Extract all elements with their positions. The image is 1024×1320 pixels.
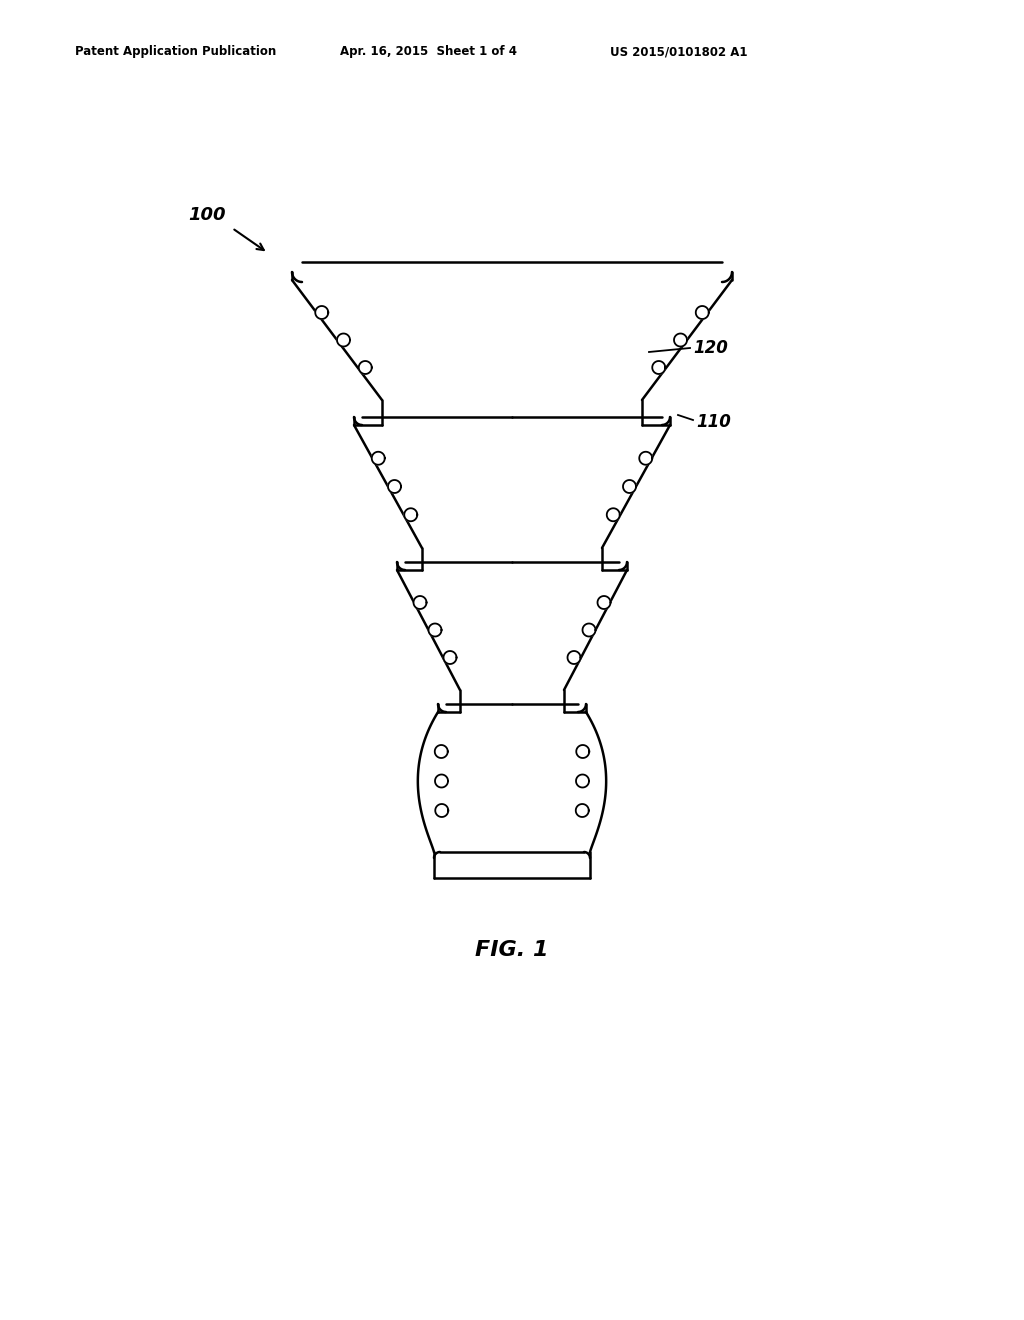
Text: FIG. 1: FIG. 1 [475, 940, 549, 960]
Polygon shape [607, 508, 620, 521]
Text: Patent Application Publication: Patent Application Publication [75, 45, 276, 58]
Polygon shape [358, 360, 372, 374]
Polygon shape [695, 306, 709, 319]
Text: 120: 120 [693, 339, 728, 356]
Polygon shape [315, 306, 329, 319]
Polygon shape [443, 651, 457, 664]
Text: US 2015/0101802 A1: US 2015/0101802 A1 [610, 45, 748, 58]
Polygon shape [577, 775, 589, 788]
Polygon shape [435, 804, 449, 817]
Polygon shape [388, 480, 401, 492]
Polygon shape [652, 360, 666, 374]
Polygon shape [435, 775, 449, 788]
Polygon shape [567, 651, 581, 664]
Polygon shape [404, 508, 417, 521]
Text: 110: 110 [696, 413, 731, 432]
Polygon shape [337, 334, 350, 346]
Text: 100: 100 [188, 206, 225, 224]
Polygon shape [428, 623, 441, 636]
Polygon shape [583, 623, 596, 636]
Polygon shape [639, 451, 652, 465]
Polygon shape [575, 804, 589, 817]
Polygon shape [623, 480, 636, 492]
Polygon shape [435, 744, 447, 758]
Polygon shape [577, 744, 589, 758]
Text: Apr. 16, 2015  Sheet 1 of 4: Apr. 16, 2015 Sheet 1 of 4 [340, 45, 517, 58]
Polygon shape [598, 597, 610, 609]
Polygon shape [414, 597, 427, 609]
Polygon shape [372, 451, 385, 465]
Polygon shape [674, 334, 687, 346]
